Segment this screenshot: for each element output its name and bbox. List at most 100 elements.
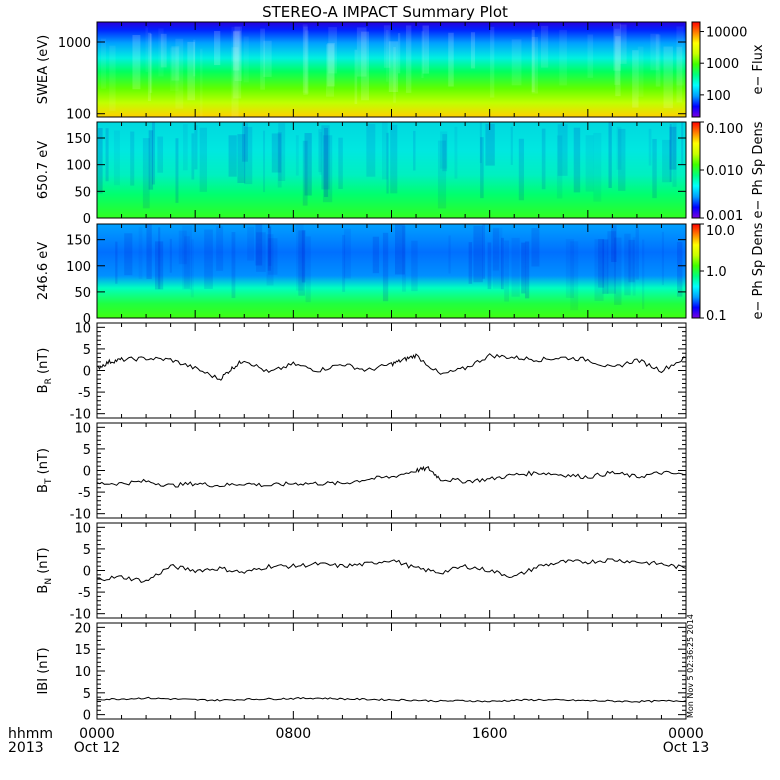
- spectrogram-stripe: [490, 26, 495, 98]
- timestamp-note: Mon Nov 5 02:36:25 2014: [686, 614, 695, 718]
- spectrogram-stripe: [147, 32, 152, 102]
- plot-title: STEREO-A IMPACT Summary Plot: [262, 3, 508, 21]
- spectrogram-stripe: [231, 47, 239, 117]
- panel-3: 150 100 50 0 246.6 eV 10.0 1.0 0.1 e− Ph Sp Dens: [36, 222, 766, 327]
- spectrogram-stripe: [190, 239, 194, 298]
- y-tick-label: 0: [83, 212, 91, 227]
- spectrogram-stripe: [233, 31, 240, 71]
- spectrogram-stripe: [531, 29, 535, 93]
- spectrogram-stripe: [356, 27, 367, 77]
- spectrogram-stripe: [266, 234, 274, 286]
- spectrogram-stripe: [149, 33, 153, 93]
- y-tick-label: 0: [83, 709, 91, 724]
- spectrogram-stripe: [296, 224, 304, 291]
- spectrogram-stripe: [216, 226, 224, 271]
- spectrogram-stripe: [231, 26, 241, 62]
- spectrogram-stripe: [473, 225, 483, 283]
- spectrogram-stripe: [557, 124, 568, 176]
- spectrogram-stripe: [556, 135, 563, 199]
- colorbar-tick-label: 0.1: [706, 309, 727, 324]
- spectrogram-stripe: [521, 242, 526, 294]
- y-tick-label: 150: [66, 234, 91, 249]
- spectrogram-stripe: [200, 48, 203, 119]
- y-axis-label-main: B: [36, 585, 51, 594]
- panel-7: 20 15 10 5 0 IBI (nT) Mon Nov 5 02:36:25 2014: [36, 614, 695, 724]
- spectrogram-stripe: [531, 37, 538, 94]
- spectrogram-stripe: [440, 131, 448, 169]
- spectrogram-stripe: [437, 140, 447, 209]
- x-tick-label: 0000: [79, 726, 115, 742]
- spectrogram-stripe: [182, 225, 192, 290]
- spectrogram-stripe: [105, 128, 109, 182]
- y-tick-label: 10: [74, 421, 91, 436]
- colorbar-label: e− Ph Sp Dens: [751, 121, 766, 218]
- spectrogram-stripe: [302, 24, 308, 93]
- colorbar-tick-label: 10.0: [706, 224, 735, 239]
- spectrogram-stripe: [214, 30, 221, 66]
- panel-1: 1000 100 SWEA (eV) 10000 1000 100 e− Flux: [36, 21, 766, 123]
- spectrogram-stripe: [382, 232, 389, 302]
- spectrogram-stripe: [101, 38, 106, 89]
- spectrogram-stripe: [142, 138, 150, 209]
- spectrogram-stripe: [482, 224, 486, 279]
- y-tick-label: 5: [83, 543, 91, 558]
- y-axis-label-unit: (nT): [36, 348, 51, 378]
- spectrogram-stripe: [298, 230, 305, 296]
- spectrogram-stripe: [247, 226, 255, 261]
- x-tick-label: 0800: [276, 726, 312, 742]
- spectrogram-stripe: [158, 28, 164, 77]
- spectrogram-stripe: [681, 122, 684, 165]
- spectrogram-stripe: [113, 130, 120, 186]
- spectrogram-stripe: [234, 26, 242, 82]
- spectrogram-stripe: [677, 241, 683, 297]
- spectrogram-stripe: [504, 240, 510, 302]
- x-tick-date-label: Oct 12: [74, 740, 120, 756]
- y-axis-label-sub: N: [44, 578, 54, 585]
- y-tick-label: 1000: [58, 36, 91, 51]
- y-axis-label: BR (nT): [36, 348, 54, 394]
- spectrogram-stripe: [354, 49, 358, 105]
- colorbar: [691, 121, 701, 219]
- x-tick-label: 1600: [472, 726, 508, 742]
- spectrogram-stripe: [194, 125, 198, 170]
- spectrogram-stripe: [199, 127, 208, 192]
- y-tick-label: 100: [66, 159, 91, 174]
- y-tick-label: -10: [70, 608, 91, 623]
- y-axis-label: 246.6 eV: [36, 242, 51, 300]
- y-axis-label-sub: R: [44, 378, 54, 384]
- y-tick-label: 5: [83, 343, 91, 358]
- spectrogram-stripe: [175, 38, 184, 109]
- spectrogram-stripe: [109, 45, 116, 111]
- spectrogram-stripe: [593, 132, 602, 202]
- spectrogram-fill: [97, 22, 686, 117]
- x-corner-label-top: hhmm: [8, 726, 53, 742]
- spectrogram-stripe: [632, 50, 639, 108]
- series-line: [96, 353, 687, 381]
- y-axis-label-unit: (nT): [36, 647, 51, 677]
- y-axis-label: SWEA (eV): [36, 35, 51, 104]
- spectrogram-stripe: [613, 23, 621, 71]
- spectrogram-stripe: [372, 236, 380, 274]
- panel-2: 150 100 50 0 650.7 eV 0.100 0.010 0.001 e− Ph Sp…: [36, 121, 766, 227]
- panel-frame: [96, 121, 687, 219]
- spectrogram-stripe: [160, 33, 167, 68]
- y-axis-label: 650.7 eV: [36, 141, 51, 199]
- y-axis-label-unit: (nT): [36, 547, 51, 577]
- spectrogram-stripe: [492, 228, 500, 271]
- x-corner-label-bottom: 2013: [8, 740, 44, 756]
- colorbar-tick-label: 100: [706, 89, 731, 104]
- series-line: [96, 465, 687, 488]
- spectrogram-stripe: [394, 224, 405, 275]
- spectrogram-stripe: [390, 124, 398, 194]
- spectrogram-stripe: [650, 33, 659, 71]
- y-tick-label: -5: [78, 586, 91, 601]
- spectrogram-stripe: [115, 241, 118, 284]
- spectrogram-stripe: [237, 134, 246, 183]
- spectrogram-stripe: [661, 231, 664, 286]
- panel-frame: [96, 21, 687, 118]
- spectrogram-stripe: [618, 128, 626, 191]
- panel-frame: [96, 223, 687, 319]
- spectrogram-fill: [97, 224, 686, 318]
- spectrogram-stripe: [322, 135, 333, 203]
